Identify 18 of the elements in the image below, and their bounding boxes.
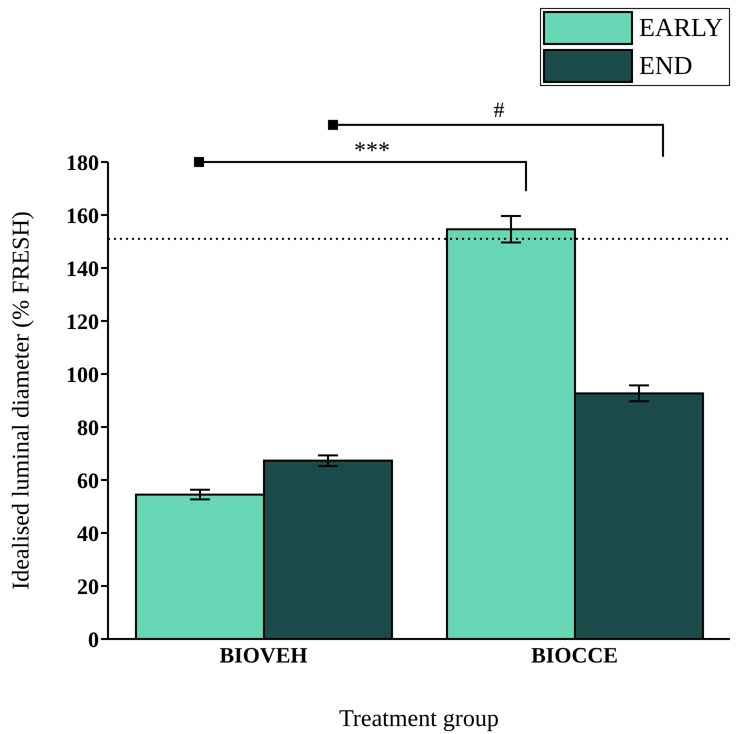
y-tick-label: 40: [77, 520, 99, 546]
y-axis-title: Idealised luminal diameter (% FRESH): [8, 211, 35, 590]
x-tick-label: BIOCCE: [531, 642, 618, 668]
y-tick-label: 120: [66, 308, 99, 334]
legend-label: EARLY: [638, 13, 724, 43]
y-tick-label: 160: [66, 202, 99, 228]
y-tick-label: 140: [66, 256, 99, 281]
annotation: ***: [354, 138, 390, 164]
y-tick-label: 60: [77, 468, 99, 493]
y-tick-label: 20: [77, 574, 99, 599]
y-tick-label: 80: [77, 414, 99, 440]
y-tick-label: 180: [66, 150, 99, 175]
y-tick-label: 0: [88, 626, 99, 652]
text: #: [494, 96, 504, 122]
x-tick-label: BIOVEH: [219, 642, 308, 668]
x-axis-title: Treatment group: [339, 706, 499, 732]
y-tick-label: 100: [66, 362, 99, 387]
legend-label: END: [638, 51, 694, 81]
